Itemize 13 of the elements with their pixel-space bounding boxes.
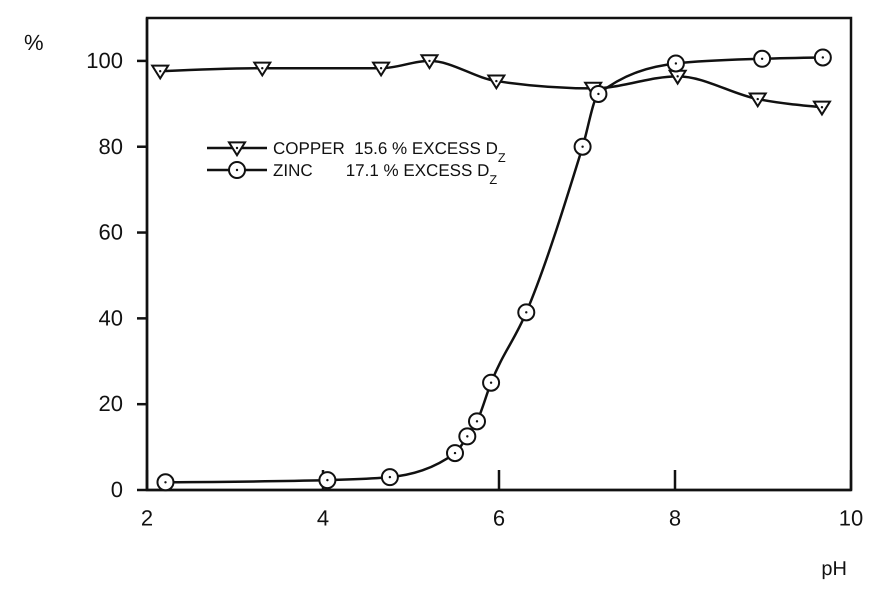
y-tick-label: 60 [98, 220, 123, 245]
y-tick-label: 20 [98, 391, 123, 416]
x-axis-title: pH [821, 558, 847, 580]
x-tick-label: 2 [140, 506, 154, 531]
x-tick-label: 8 [668, 506, 682, 531]
y-tick-label: 100 [86, 48, 123, 73]
x-tick-label: 10 [838, 506, 864, 531]
y-axis-title: % [24, 30, 44, 55]
y-tick-label: 80 [98, 134, 123, 159]
x-tick-label: 4 [316, 506, 330, 531]
x-tick-label: 6 [492, 506, 506, 531]
y-tick-label: 40 [98, 305, 123, 330]
y-tick-label: 0 [110, 477, 123, 502]
